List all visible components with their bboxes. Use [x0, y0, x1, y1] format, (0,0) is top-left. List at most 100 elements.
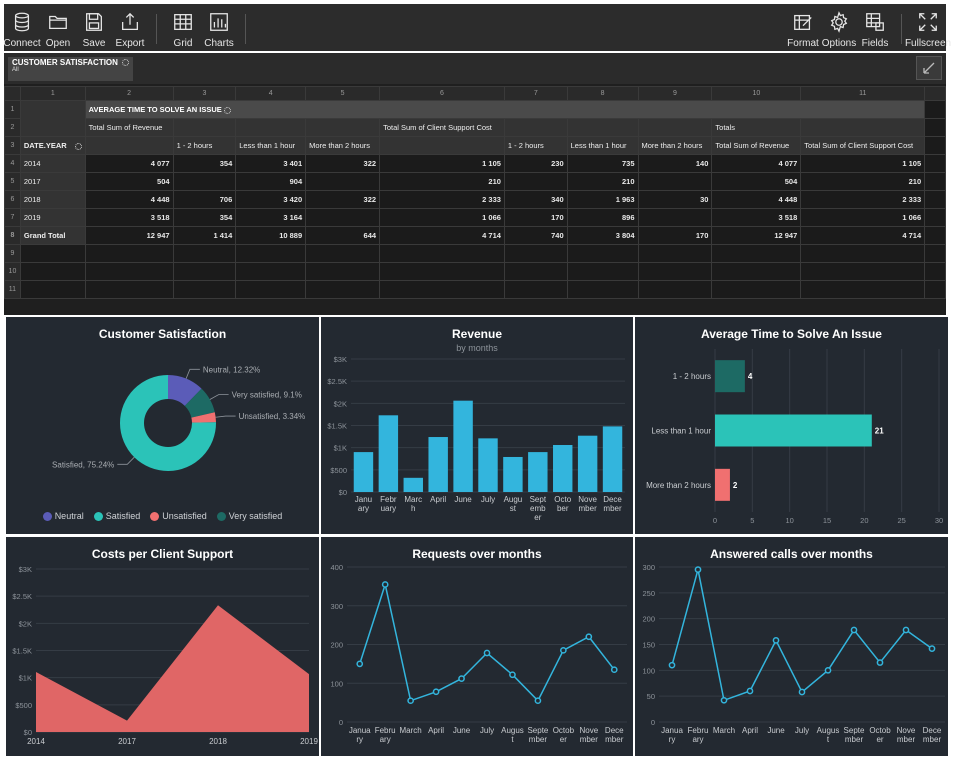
- data-cell[interactable]: 3 401: [235, 154, 307, 173]
- column-header[interactable]: 9: [637, 86, 713, 101]
- area-series[interactable]: [36, 605, 309, 732]
- data-point[interactable]: [668, 661, 676, 669]
- data-cell[interactable]: 706: [172, 190, 237, 209]
- data-point[interactable]: [356, 660, 364, 668]
- fields-button[interactable]: Fields: [857, 4, 893, 51]
- data-cell[interactable]: 4 448: [711, 190, 802, 209]
- bar[interactable]: [528, 452, 548, 492]
- options-button[interactable]: Options: [821, 4, 857, 51]
- bar[interactable]: [602, 426, 623, 492]
- gear-icon[interactable]: [121, 59, 129, 66]
- data-cell[interactable]: 354: [172, 208, 237, 227]
- data-cell[interactable]: 1 105: [379, 154, 505, 173]
- column-header[interactable]: 4: [235, 86, 307, 101]
- empty-cell[interactable]: [235, 262, 307, 281]
- pie-slice-unsatisfied[interactable]: [191, 412, 216, 423]
- data-cell[interactable]: [637, 208, 713, 227]
- pivot-title[interactable]: AVERAGE TIME TO SOLVE AN ISSUE: [84, 100, 926, 119]
- gear-icon[interactable]: [74, 142, 82, 150]
- totals-header[interactable]: Totals: [711, 118, 802, 137]
- data-cell[interactable]: 504: [84, 172, 174, 191]
- empty-cell[interactable]: [800, 244, 926, 263]
- measure-header[interactable]: Total Sum of Client Support Cost: [800, 136, 926, 155]
- empty-cell[interactable]: [924, 280, 946, 299]
- data-point[interactable]: [560, 646, 567, 654]
- bucket-header[interactable]: More than 2 hours: [305, 136, 381, 155]
- bucket-header[interactable]: More than 2 hours: [637, 136, 713, 155]
- data-point[interactable]: [432, 688, 440, 696]
- empty-cell[interactable]: [924, 244, 946, 263]
- bar[interactable]: [715, 360, 745, 393]
- empty-cell[interactable]: [84, 244, 174, 263]
- measure-header[interactable]: Total Sum of Revenue: [711, 136, 802, 155]
- data-cell[interactable]: 322: [305, 154, 381, 173]
- data-cell[interactable]: 2 333: [379, 190, 505, 209]
- data-point[interactable]: [585, 633, 593, 641]
- bar[interactable]: [353, 452, 374, 492]
- data-cell[interactable]: 735: [566, 154, 639, 173]
- data-cell[interactable]: 896: [566, 208, 639, 227]
- bar[interactable]: [715, 468, 730, 501]
- expand-icon[interactable]: [916, 56, 942, 80]
- filter-chip-customer-satisfaction[interactable]: CUSTOMER SATISFACTION All: [8, 57, 133, 81]
- data-cell[interactable]: 2 333: [800, 190, 926, 209]
- gear-icon[interactable]: [223, 106, 231, 114]
- empty-cell[interactable]: [172, 262, 237, 281]
- format-button[interactable]: Format: [785, 4, 821, 51]
- connect-button[interactable]: Connect: [3, 4, 41, 51]
- data-point[interactable]: [483, 649, 491, 657]
- column-header[interactable]: 2: [84, 86, 174, 101]
- data-cell[interactable]: 4 077: [84, 154, 174, 173]
- data-point[interactable]: [928, 645, 936, 652]
- data-point[interactable]: [534, 697, 542, 705]
- bar[interactable]: [577, 435, 598, 492]
- data-cell[interactable]: 3 164: [235, 208, 307, 227]
- data-point[interactable]: [876, 659, 884, 666]
- empty-cell[interactable]: [379, 280, 505, 299]
- row-label[interactable]: 2017: [19, 172, 86, 191]
- data-point[interactable]: [720, 696, 728, 704]
- empty-cell[interactable]: [172, 244, 237, 263]
- open-button[interactable]: Open: [40, 4, 76, 51]
- data-cell[interactable]: 3 518: [84, 208, 174, 227]
- fullscreen-button[interactable]: Fullscreen: [905, 4, 951, 51]
- empty-cell[interactable]: [19, 280, 86, 299]
- data-cell[interactable]: [503, 172, 568, 191]
- data-cell[interactable]: 904: [235, 172, 307, 191]
- data-point[interactable]: [798, 688, 806, 696]
- grand-total-cell[interactable]: 644: [305, 226, 381, 245]
- empty-cell[interactable]: [84, 262, 174, 281]
- empty-cell[interactable]: [503, 262, 568, 281]
- column-header[interactable]: 8: [566, 86, 639, 101]
- column-header[interactable]: 7: [503, 86, 568, 101]
- empty-cell[interactable]: [305, 262, 381, 281]
- legend-item-neutral[interactable]: Neutral: [42, 511, 84, 521]
- bar[interactable]: [503, 456, 523, 492]
- pie-slice-satisfied[interactable]: [120, 375, 216, 471]
- column-header[interactable]: 5: [305, 86, 381, 101]
- bar[interactable]: [715, 414, 872, 447]
- bar[interactable]: [403, 477, 423, 492]
- data-cell[interactable]: 354: [172, 154, 237, 173]
- export-button[interactable]: Export: [112, 4, 148, 51]
- charts-button[interactable]: Charts: [201, 4, 237, 51]
- data-point[interactable]: [381, 581, 389, 588]
- bucket-header[interactable]: Less than 1 hour: [235, 136, 307, 155]
- data-cell[interactable]: 3 420: [235, 190, 307, 209]
- empty-cell[interactable]: [800, 280, 926, 299]
- grand-total-cell[interactable]: 4 714: [800, 226, 926, 245]
- data-point[interactable]: [509, 671, 516, 679]
- data-cell[interactable]: 3 518: [711, 208, 802, 227]
- empty-cell[interactable]: [800, 262, 926, 281]
- data-cell[interactable]: 4 077: [711, 154, 802, 173]
- empty-cell[interactable]: [19, 262, 86, 281]
- data-cell[interactable]: 504: [711, 172, 802, 191]
- bucket-header[interactable]: Less than 1 hour: [566, 136, 639, 155]
- row-field-header[interactable]: DATE.YEAR: [19, 136, 86, 155]
- grid-button[interactable]: Grid: [165, 4, 201, 51]
- empty-cell[interactable]: [84, 280, 174, 299]
- data-point[interactable]: [694, 566, 702, 573]
- data-point[interactable]: [902, 626, 910, 634]
- data-cell[interactable]: 1 963: [566, 190, 639, 209]
- bar[interactable]: [553, 445, 573, 492]
